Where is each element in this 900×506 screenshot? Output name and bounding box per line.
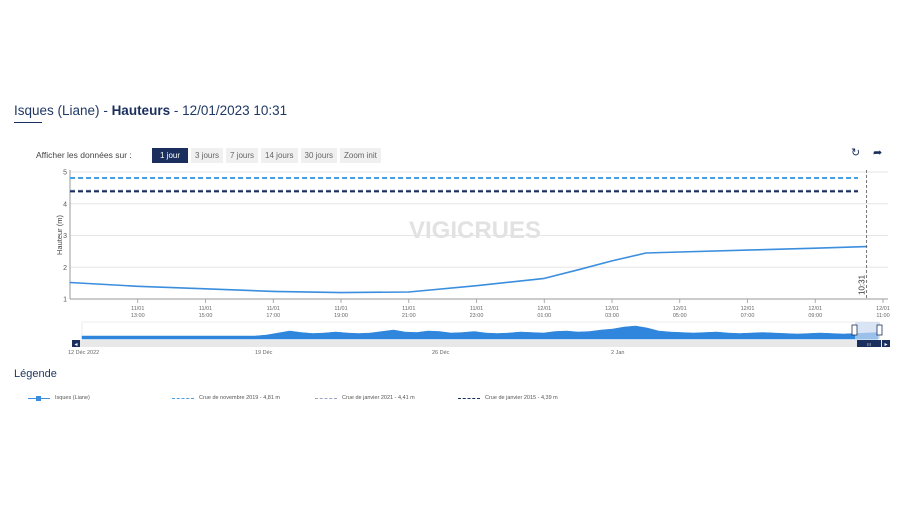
- x-tick-date: 12/01: [673, 306, 687, 312]
- variable-name: Hauteurs: [111, 103, 171, 118]
- range-label: Afficher les données sur :: [36, 150, 132, 160]
- data-point: [577, 269, 579, 271]
- scroll-right-icon: ▸: [884, 341, 887, 348]
- series-group: [69, 245, 868, 294]
- data-point: [204, 288, 207, 290]
- y-axis-label: Hauteur (m): [55, 214, 64, 255]
- x-tick-time: 13:00: [131, 313, 145, 319]
- x-axis-ticks: 11/0113:0011/0115:0011/0117:0011/0119:00…: [131, 299, 890, 319]
- legend-item[interactable]: Crue de janvier 2015 - 4,39 m: [458, 395, 558, 401]
- legend-label: Crue de novembre 2019 - 4,81 m: [199, 395, 281, 401]
- x-tick-time: 15:00: [199, 313, 213, 319]
- data-point: [611, 260, 613, 262]
- navigator-date-label: 2 Jan: [611, 350, 624, 356]
- navigator-handle-right[interactable]: [876, 324, 883, 336]
- x-tick-time: 17:00: [266, 313, 280, 319]
- threshold-lines: [70, 177, 858, 193]
- data-point: [746, 249, 749, 251]
- range-button-14-jours[interactable]: 14 jours: [261, 148, 298, 163]
- x-tick-time: 19:00: [334, 313, 348, 319]
- station-name: Isques (Liane): [14, 103, 100, 118]
- scroll-right-button[interactable]: [882, 340, 890, 347]
- data-point: [137, 285, 139, 287]
- page-title: Isques (Liane) - Hauteurs - 12/01/2023 1…: [14, 103, 287, 118]
- y-axis-ticks: 1 2 3 4 5: [63, 170, 67, 304]
- navigator: ◂ III ▸ 12 Déc 2022 19 Déc 26 Déc 2 Jan: [68, 321, 890, 356]
- scroll-left-button[interactable]: [72, 340, 80, 347]
- current-time-marker: 10:31: [858, 170, 868, 299]
- observation-datetime: 12/01/2023 10:31: [182, 103, 288, 118]
- data-point: [69, 281, 71, 284]
- y-tick-label: 3: [63, 233, 67, 240]
- legend-swatch: [28, 395, 50, 401]
- range-selector: 1 jour 3 jours 7 jours 14 jours 30 jours Zoom…: [152, 148, 381, 163]
- range-button-3-jours[interactable]: 3 jours: [191, 148, 224, 163]
- title-separator: -: [170, 103, 183, 118]
- scrollbar-grip-icon: III: [867, 342, 871, 347]
- x-tick-date: 11/01: [267, 306, 280, 312]
- navigator-selection[interactable]: [855, 322, 880, 339]
- x-tick-date: 12/01: [605, 306, 619, 312]
- x-tick-date: 12/01: [808, 306, 822, 312]
- legend-item[interactable]: Crue de janvier 2021 - 4,41 m: [315, 395, 415, 401]
- x-tick-time: 01:00: [537, 313, 551, 319]
- data-point: [340, 292, 342, 294]
- data-point: [272, 290, 274, 292]
- range-button-30-jours[interactable]: 30 jours: [300, 148, 337, 163]
- x-tick-date: 11/01: [470, 306, 483, 312]
- legend-swatch: [315, 397, 337, 399]
- data-point: [645, 252, 647, 254]
- legend-title: Légende: [14, 368, 57, 380]
- data-point: [408, 291, 410, 293]
- legend-swatch: [458, 397, 480, 399]
- x-tick-date: 11/01: [334, 306, 347, 312]
- data-point: [543, 277, 545, 279]
- data-point: [814, 247, 816, 249]
- scrollbar-track[interactable]: [72, 340, 890, 347]
- y-tick-label: 5: [63, 170, 67, 177]
- legend-marker: [36, 395, 41, 401]
- legend-item[interactable]: Crue de novembre 2019 - 4,81 m: [172, 395, 280, 401]
- navigator-date-label: 26 Déc: [432, 350, 450, 356]
- scrollbar-thumb[interactable]: [857, 340, 881, 347]
- navigator-handle-left[interactable]: [851, 324, 858, 336]
- x-tick-date: 11/01: [402, 306, 415, 312]
- range-button-zoom-init[interactable]: Zoom init: [339, 148, 381, 163]
- data-point: [475, 285, 478, 287]
- legend-label: Isques (Liane): [55, 395, 90, 401]
- title-separator: -: [99, 103, 112, 118]
- legend-label: Crue de janvier 2015 - 4,39 m: [485, 395, 558, 401]
- y-tick-label: 2: [63, 265, 67, 272]
- navigator-date-label: 12 Déc 2022: [68, 350, 99, 356]
- title-underline: [14, 122, 42, 123]
- navigator-area: [81, 325, 879, 340]
- x-tick-date: 11/01: [131, 306, 144, 312]
- legend-label: Crue de janvier 2021 - 4,41 m: [342, 395, 415, 401]
- x-tick-time: 03:00: [605, 313, 619, 319]
- current-time-label: 10:31: [858, 274, 867, 295]
- navigator-date-label: 19 Déc: [255, 350, 273, 356]
- x-tick-time: 05:00: [673, 313, 687, 319]
- y-tick-label: 1: [63, 297, 67, 304]
- data-point: [679, 251, 681, 253]
- y-tick-label: 4: [63, 201, 67, 208]
- scroll-left-icon: ◂: [74, 341, 77, 348]
- x-tick-date: 12/01: [876, 306, 890, 312]
- watermark: VIGICRUES: [409, 217, 541, 244]
- x-tick-date: 12/01: [741, 306, 755, 312]
- x-tick-time: 21:00: [402, 313, 416, 319]
- x-tick-time: 11:00: [876, 313, 889, 319]
- range-button-7-jours[interactable]: 7 jours: [226, 148, 259, 163]
- x-tick-time: 07:00: [741, 313, 755, 319]
- legend-item[interactable]: Isques (Liane): [28, 395, 90, 401]
- x-tick-date: 11/01: [199, 306, 212, 312]
- refresh-icon[interactable]: ↻: [851, 147, 861, 159]
- x-tick-time: 23:00: [470, 313, 484, 319]
- share-icon[interactable]: ➦: [873, 147, 883, 159]
- x-tick-date: 12/01: [537, 306, 551, 312]
- x-tick-time: 09:00: [808, 313, 822, 319]
- legend-swatch: [172, 397, 194, 399]
- range-button-1-jour[interactable]: 1 jour: [152, 148, 189, 163]
